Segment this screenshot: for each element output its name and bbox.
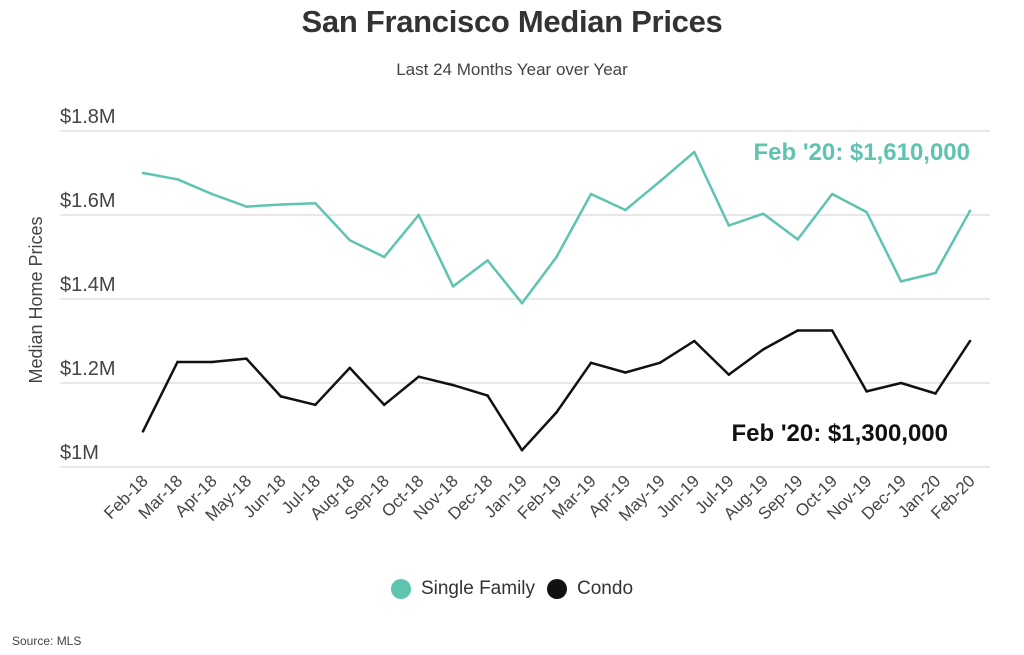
data-point-single-family bbox=[899, 280, 903, 283]
data-point-condo bbox=[555, 411, 558, 414]
y-tick-label: $1.6M bbox=[60, 190, 116, 212]
data-point-single-family bbox=[934, 271, 937, 275]
chart-subtitle: Last 24 Months Year over Year bbox=[396, 60, 628, 79]
data-point-single-family bbox=[830, 192, 834, 196]
data-point-condo bbox=[141, 430, 145, 433]
legend-label-condo: Condo bbox=[577, 578, 634, 599]
data-point-condo bbox=[727, 373, 731, 376]
legend-item-condo: Condo bbox=[547, 578, 633, 600]
series-line-single-family bbox=[142, 150, 972, 305]
data-point-condo bbox=[245, 357, 248, 360]
data-point-single-family bbox=[210, 192, 214, 196]
data-point-condo bbox=[624, 371, 627, 374]
data-point-condo bbox=[830, 329, 834, 332]
data-point-condo bbox=[279, 395, 283, 398]
data-point-condo bbox=[968, 339, 972, 343]
data-point-single-family bbox=[624, 208, 627, 212]
data-point-single-family bbox=[589, 192, 593, 196]
y-tick-label: $1.4M bbox=[60, 274, 116, 296]
y-tick-label: $1.2M bbox=[60, 358, 116, 380]
legend: Single Family Condo bbox=[0, 578, 1024, 600]
annotation-condo: Feb '20: $1,300,000 bbox=[731, 420, 948, 447]
data-point-single-family bbox=[176, 178, 179, 181]
data-point-condo bbox=[382, 403, 386, 407]
data-point-condo bbox=[486, 394, 489, 397]
data-point-single-family bbox=[382, 255, 386, 259]
line-chart: $1M $1.2M $1.4M $1.6M $1.8M Median Home Price… bbox=[26, 106, 990, 525]
y-axis-label: Median Home Prices bbox=[26, 216, 46, 383]
data-point-condo bbox=[934, 392, 937, 395]
data-point-condo bbox=[210, 360, 214, 364]
data-point-single-family bbox=[520, 301, 524, 305]
legend-item-single-family: Single Family bbox=[390, 578, 536, 600]
y-tick-label: $1.8M bbox=[60, 106, 116, 128]
data-point-single-family bbox=[761, 212, 765, 216]
y-tick-label: $1M bbox=[60, 442, 99, 464]
data-point-condo bbox=[417, 375, 420, 379]
data-point-single-family bbox=[693, 150, 696, 154]
data-point-single-family bbox=[727, 224, 731, 227]
legend-swatch-condo bbox=[547, 579, 568, 599]
data-point-condo bbox=[693, 339, 696, 343]
legend-swatch-single-family bbox=[390, 579, 411, 599]
data-point-condo bbox=[761, 348, 765, 351]
data-point-condo bbox=[658, 361, 662, 365]
data-point-condo bbox=[899, 381, 903, 385]
data-point-single-family bbox=[348, 238, 352, 242]
data-point-condo bbox=[176, 360, 179, 364]
legend-label-single-family: Single Family bbox=[420, 578, 536, 599]
data-point-condo bbox=[796, 329, 800, 332]
data-point-single-family bbox=[486, 259, 489, 262]
data-point-single-family bbox=[968, 209, 972, 213]
annotation-single-family: Feb '20: $1,610,000 bbox=[753, 139, 970, 166]
data-point-single-family bbox=[865, 210, 868, 214]
data-point-condo bbox=[313, 403, 317, 407]
data-point-single-family bbox=[451, 285, 455, 288]
data-point-single-family bbox=[417, 213, 420, 217]
data-point-condo bbox=[589, 361, 593, 365]
data-point-single-family bbox=[313, 201, 317, 205]
data-point-single-family bbox=[555, 255, 558, 259]
data-point-condo bbox=[865, 390, 868, 393]
data-point-single-family bbox=[141, 171, 145, 175]
data-point-single-family bbox=[658, 180, 662, 183]
data-point-single-family bbox=[279, 203, 283, 206]
data-point-single-family bbox=[796, 238, 800, 241]
data-point-condo bbox=[451, 383, 455, 387]
chart-title: San Francisco Median Prices bbox=[301, 4, 723, 39]
source-note: Source: MLS bbox=[12, 634, 82, 648]
data-point-condo bbox=[348, 366, 352, 370]
data-point-single-family bbox=[245, 205, 248, 208]
data-point-condo bbox=[520, 448, 524, 452]
